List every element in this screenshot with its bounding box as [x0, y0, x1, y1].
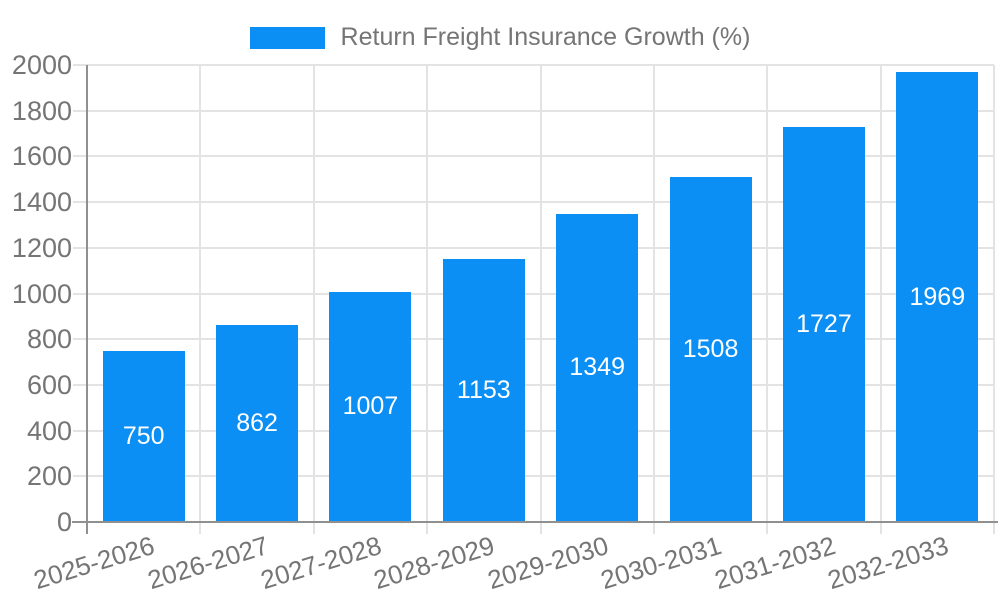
bar: 1153 — [442, 258, 525, 522]
x-axis-tick — [426, 522, 429, 534]
legend-swatch — [249, 26, 325, 49]
x-tick-label: 2030-2031 — [597, 530, 726, 596]
y-axis-tick — [73, 155, 87, 158]
gridline-vertical — [539, 65, 542, 522]
y-tick-label: 200 — [26, 461, 72, 492]
y-axis-tick — [73, 383, 87, 386]
gridline-vertical — [199, 65, 202, 522]
bar-value-label: 862 — [236, 409, 278, 437]
gridline-vertical — [426, 65, 429, 522]
x-tick-label: 2028-2029 — [370, 530, 499, 596]
x-axis-tick — [993, 522, 995, 534]
y-tick-label: 1400 — [11, 187, 72, 218]
y-tick-label: 400 — [26, 415, 72, 446]
y-axis-tick — [73, 338, 87, 341]
y-tick-label: 0 — [56, 507, 72, 537]
gridline-vertical — [312, 65, 315, 522]
bar-value-label: 1349 — [569, 353, 625, 382]
y-axis-tick — [73, 64, 87, 66]
gridline-vertical — [879, 65, 882, 522]
x-axis-tick — [539, 522, 542, 534]
bar: 750 — [102, 350, 185, 522]
x-axis-tick — [879, 522, 882, 534]
bar-value-label: 1969 — [909, 282, 966, 311]
y-tick-label: 2000 — [11, 50, 72, 80]
bar-value-label: 1727 — [796, 310, 852, 339]
chart-legend: Return Freight Insurance Growth (%) — [0, 23, 1000, 52]
bar: 1349 — [556, 213, 639, 522]
x-tick-label: 2026-2027 — [143, 530, 272, 596]
y-axis-tick — [73, 429, 87, 432]
bar-value-label: 1153 — [456, 375, 511, 404]
x-axis-tick — [766, 522, 769, 534]
bar: 1007 — [329, 291, 412, 522]
x-tick-label: 2025-2026 — [30, 530, 159, 596]
gridline-vertical — [993, 65, 995, 522]
y-tick-label: 800 — [26, 324, 72, 355]
bar: 1508 — [669, 177, 752, 522]
x-axis-tick — [652, 522, 655, 534]
y-axis-tick — [73, 246, 87, 249]
y-tick-label: 1200 — [11, 232, 72, 263]
y-tick-label: 1600 — [11, 141, 72, 172]
bar-value-label: 750 — [122, 421, 165, 450]
gridline-vertical — [652, 65, 655, 522]
y-axis-tick — [73, 292, 87, 295]
legend-label: Return Freight Insurance Growth (%) — [340, 23, 751, 51]
x-axis-tick — [312, 522, 315, 534]
y-tick-label: 600 — [26, 369, 72, 400]
bar: 1969 — [896, 72, 979, 522]
bar: 862 — [216, 325, 299, 522]
x-tick-label: 2029-2030 — [483, 530, 612, 596]
y-axis-line — [86, 65, 88, 534]
y-tick-label: 1800 — [11, 95, 72, 126]
x-tick-label: 2031-2032 — [710, 530, 839, 596]
y-axis-tick — [73, 109, 87, 112]
y-tick-label: 1000 — [11, 278, 72, 309]
y-axis-tick — [73, 201, 87, 204]
y-axis-tick — [73, 475, 87, 478]
bar: 1727 — [782, 127, 865, 522]
bar-value-label: 1508 — [682, 335, 739, 364]
x-tick-label: 2032-2033 — [824, 530, 952, 596]
x-axis-tick — [199, 522, 202, 534]
bar-value-label: 1007 — [342, 392, 399, 421]
x-tick-label: 2027-2028 — [257, 530, 385, 596]
gridline-vertical — [766, 65, 769, 522]
x-axis-line — [72, 521, 998, 523]
